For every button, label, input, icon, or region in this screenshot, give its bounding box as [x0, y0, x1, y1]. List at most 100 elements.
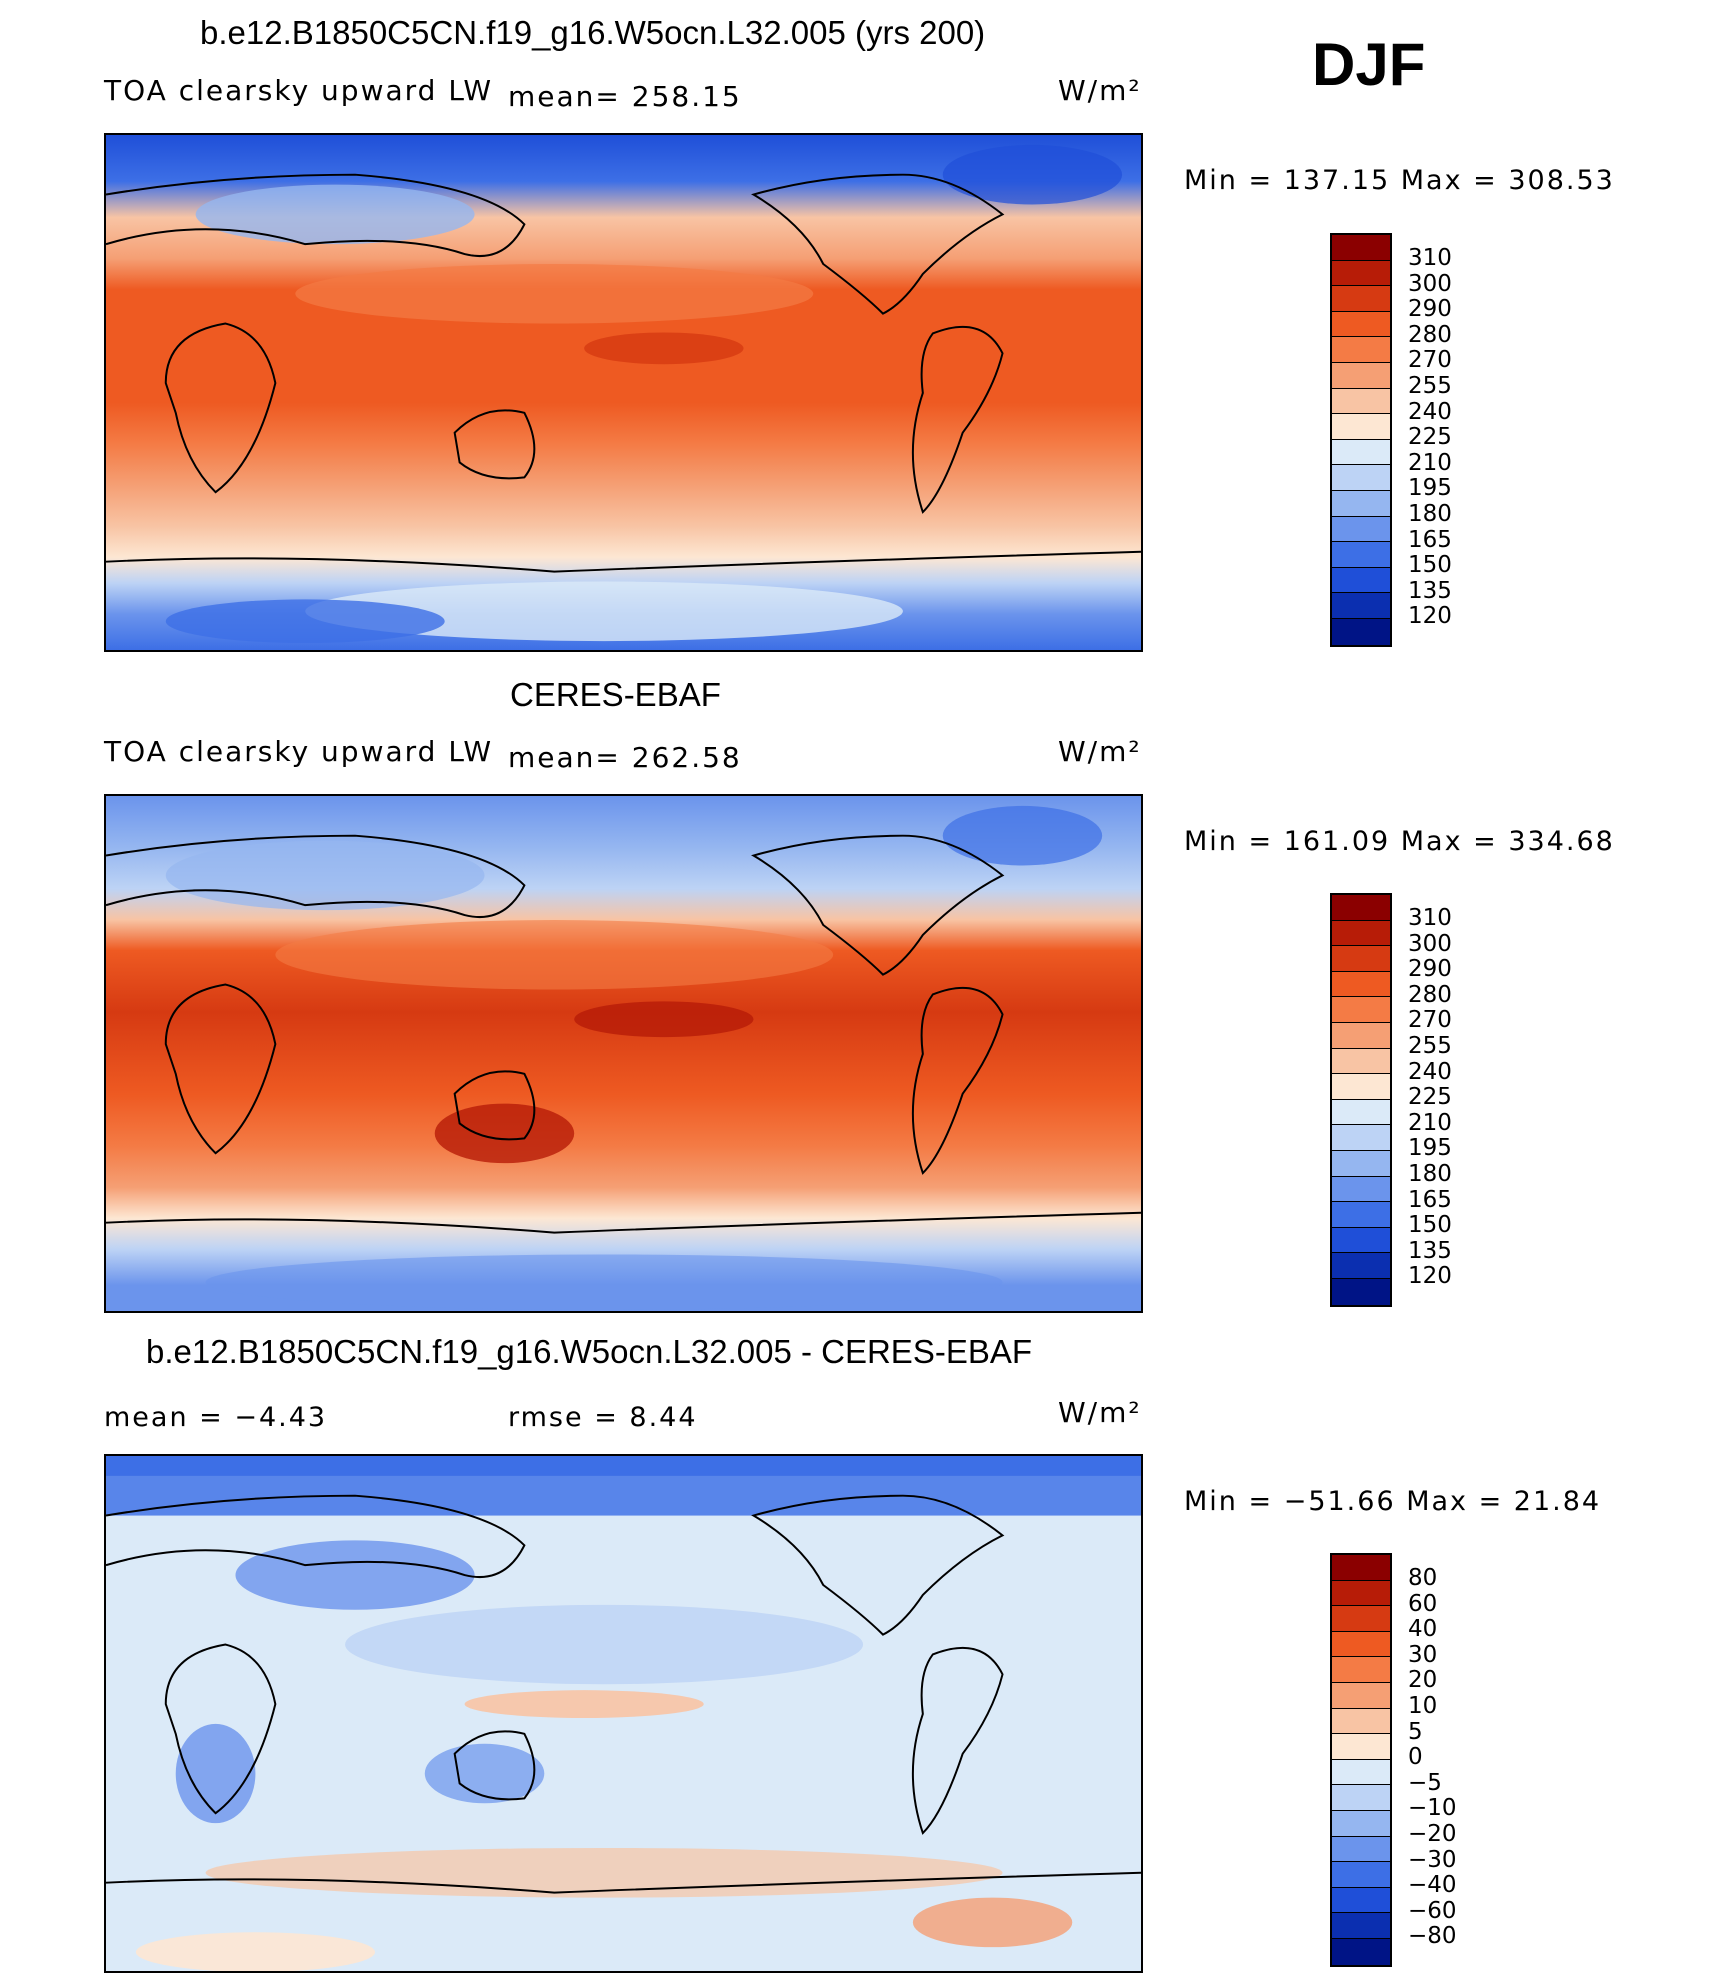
colorbar-swatch	[1332, 414, 1390, 440]
colorbar-tick-label: 270	[1408, 1007, 1452, 1034]
panel1-variable-label: TOA clearsky upward LW	[104, 74, 494, 107]
panel1-units-label: W/m²	[1058, 74, 1142, 107]
panel1-mean-label: mean= 258.15	[508, 80, 742, 113]
panel2-min-max: Min = 161.09 Max = 334.68	[1184, 826, 1615, 857]
colorbar-swatch	[1332, 1150, 1390, 1177]
colorbar-tick-label: 165	[1408, 526, 1452, 553]
colorbar-tick-label: 40	[1408, 1616, 1438, 1643]
colorbar-swatch	[1332, 567, 1390, 594]
colorbar-tick-label: 165	[1408, 1186, 1452, 1213]
colorbar-tick-label: 10	[1408, 1692, 1438, 1719]
colorbar-tick-label: 280	[1408, 981, 1452, 1008]
panel3-min-max: Min = −51.66 Max = 21.84	[1184, 1486, 1602, 1517]
panel2-mean-label: mean= 262.58	[508, 741, 742, 774]
colorbar-swatch	[1332, 1022, 1390, 1049]
panel2-variable-label: TOA clearsky upward LW	[104, 735, 494, 768]
colorbar-tick-label: 210	[1408, 1109, 1452, 1136]
colorbar-tick-label: 300	[1408, 930, 1452, 957]
panel3-colorbar	[1330, 1553, 1392, 1967]
panel3-title: b.e12.B1850C5CN.f19_g16.W5ocn.L32.005 - …	[146, 1333, 1033, 1370]
colorbar-tick-label: 5	[1408, 1718, 1423, 1745]
panel1-colorbar-ticks: 310 300 290 280 270 255 240 225 210 195 180 165 150 1…	[1408, 245, 1452, 630]
colorbar-swatch	[1332, 1734, 1390, 1760]
colorbar-swatch	[1332, 1125, 1390, 1151]
panel2-title: CERES-EBAF	[510, 676, 721, 713]
colorbar-tick-label: 255	[1408, 1032, 1452, 1059]
colorbar-swatch	[1332, 235, 1390, 261]
colorbar-swatch	[1332, 490, 1390, 517]
colorbar-tick-label: 255	[1408, 372, 1452, 399]
colorbar-tick-label: 180	[1408, 500, 1452, 527]
colorbar-swatch	[1332, 1099, 1390, 1126]
panel2-colorbar	[1330, 893, 1392, 1307]
colorbar-tick-label: 30	[1408, 1641, 1438, 1668]
panel2-map	[104, 794, 1143, 1313]
colorbar-tick-label: −20	[1408, 1820, 1457, 1847]
colorbar-swatch	[1332, 1708, 1390, 1735]
panel3-units-label: W/m²	[1058, 1396, 1142, 1429]
colorbar-tick-label: −30	[1408, 1846, 1457, 1873]
colorbar-swatch	[1332, 1759, 1390, 1786]
panel1-colorbar	[1330, 233, 1392, 647]
colorbar-swatch	[1332, 1913, 1390, 1939]
colorbar-tick-label: −80	[1408, 1923, 1457, 1950]
colorbar-tick-label: 310	[1408, 245, 1452, 271]
colorbar-tick-label: 180	[1408, 1160, 1452, 1187]
colorbar-tick-label: 195	[1408, 1135, 1452, 1162]
colorbar-tick-label: 80	[1408, 1565, 1438, 1591]
panel1-min-max: Min = 137.15 Max = 308.53	[1184, 165, 1615, 196]
colorbar-swatch	[1332, 1074, 1390, 1100]
colorbar-swatch	[1332, 1785, 1390, 1811]
panel3-colorbar-ticks: 80 60 40 30 20 10 5 0 −5 −10 −20 −30 −40 −60 −80	[1408, 1565, 1457, 1950]
colorbar-swatch	[1332, 1682, 1390, 1709]
colorbar-tick-label: 120	[1408, 603, 1452, 630]
colorbar-tick-label: 280	[1408, 321, 1452, 348]
colorbar-swatch	[1332, 337, 1390, 363]
panel1-title: b.e12.B1850C5CN.f19_g16.W5ocn.L32.005 (y…	[200, 14, 986, 51]
colorbar-swatch	[1332, 593, 1390, 619]
colorbar-tick-label: 150	[1408, 1212, 1452, 1239]
colorbar-swatch	[1332, 895, 1390, 921]
colorbar-tick-label: −40	[1408, 1872, 1457, 1899]
colorbar-swatch	[1332, 1887, 1390, 1914]
colorbar-swatch	[1332, 971, 1390, 998]
colorbar-swatch	[1332, 1938, 1390, 1965]
panel3-rmse-label: rmse = 8.44	[508, 1402, 698, 1433]
colorbar-tick-label: 225	[1408, 1084, 1452, 1111]
colorbar-swatch	[1332, 1580, 1390, 1607]
colorbar-tick-label: 290	[1408, 296, 1452, 323]
colorbar-tick-label: 290	[1408, 956, 1452, 983]
colorbar-swatch	[1332, 542, 1390, 568]
colorbar-swatch	[1332, 286, 1390, 312]
season-label: DJF	[1312, 31, 1426, 98]
panel3-mean-label: mean = −4.43	[104, 1402, 328, 1433]
colorbar-swatch	[1332, 362, 1390, 389]
colorbar-swatch	[1332, 618, 1390, 645]
colorbar-tick-label: 135	[1408, 577, 1452, 604]
panel1-map	[104, 133, 1143, 652]
colorbar-tick-label: 310	[1408, 905, 1452, 931]
colorbar-swatch	[1332, 946, 1390, 972]
colorbar-swatch	[1332, 1810, 1390, 1837]
colorbar-swatch	[1332, 1657, 1390, 1683]
colorbar-swatch	[1332, 439, 1390, 466]
colorbar-swatch	[1332, 1631, 1390, 1658]
colorbar-swatch	[1332, 1227, 1390, 1254]
colorbar-tick-label: 0	[1408, 1744, 1423, 1771]
colorbar-swatch	[1332, 1253, 1390, 1279]
colorbar-swatch	[1332, 1278, 1390, 1305]
colorbar-swatch	[1332, 260, 1390, 287]
colorbar-swatch	[1332, 920, 1390, 947]
colorbar-swatch	[1332, 1606, 1390, 1632]
colorbar-swatch	[1332, 388, 1390, 415]
colorbar-tick-label: −60	[1408, 1897, 1457, 1924]
colorbar-tick-label: 240	[1408, 1058, 1452, 1085]
colorbar-tick-label: 20	[1408, 1667, 1438, 1694]
colorbar-tick-label: −10	[1408, 1795, 1457, 1822]
colorbar-swatch	[1332, 1176, 1390, 1203]
panel2-units-label: W/m²	[1058, 735, 1142, 768]
colorbar-tick-label: −5	[1408, 1769, 1442, 1796]
colorbar-tick-label: 150	[1408, 552, 1452, 579]
colorbar-swatch	[1332, 1202, 1390, 1228]
colorbar-tick-label: 300	[1408, 270, 1452, 297]
